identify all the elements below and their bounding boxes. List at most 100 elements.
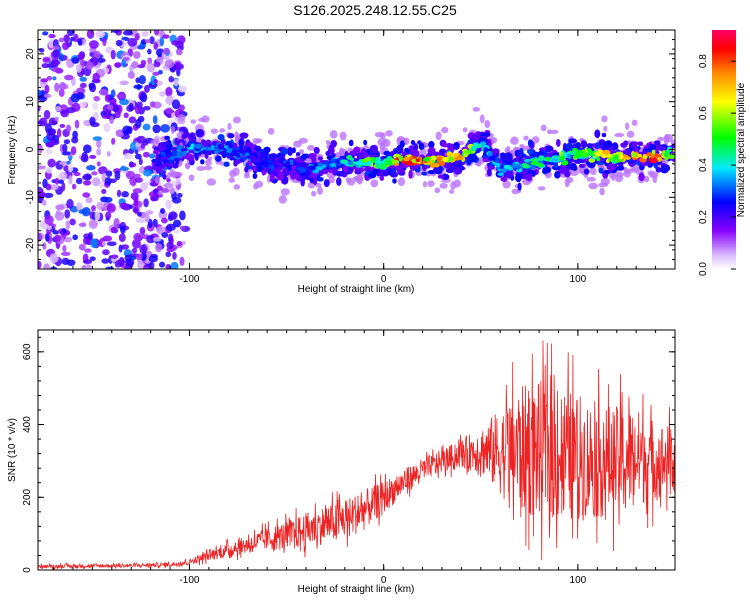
noise-blob [174, 40, 184, 49]
noise-blob [98, 166, 108, 175]
noise-blob [54, 211, 65, 221]
band-halo-blob [254, 180, 264, 188]
band-core-blob [364, 157, 372, 162]
band-core-blob [272, 159, 279, 165]
band-halo-blob [252, 138, 260, 145]
band-core-blob [631, 152, 638, 158]
noise-blob [59, 171, 68, 181]
band-core-blob [278, 164, 283, 171]
noise-blob [50, 66, 61, 73]
noise-blob [140, 143, 146, 149]
band-core-blob [382, 162, 387, 167]
noise-blob [152, 237, 162, 242]
band-core-blob [594, 151, 602, 157]
noise-blob [181, 240, 186, 245]
noise-blob [78, 243, 86, 251]
noise-blob [132, 207, 139, 213]
band-blob [437, 174, 445, 179]
noise-blob [69, 218, 76, 226]
noise-blob [162, 47, 170, 55]
band-halo-blob [547, 129, 552, 135]
noise-blob [118, 233, 126, 243]
noise-blob [144, 39, 151, 44]
noise-blob [91, 205, 96, 212]
noise-blob [136, 135, 146, 144]
band-blob [404, 147, 409, 153]
noise-blob [112, 104, 120, 113]
spectrogram-marks [38, 30, 675, 269]
band-core-blob [185, 143, 191, 148]
band-blob [460, 165, 465, 171]
band-core-blob [607, 153, 612, 158]
band-blob [152, 149, 159, 154]
band-blob [542, 166, 552, 174]
noise-blob [173, 228, 181, 234]
noise-blob [92, 102, 99, 111]
noise-blob [118, 244, 123, 253]
noise-blob [101, 240, 106, 247]
noise-blob [104, 94, 110, 103]
noise-blob [43, 93, 52, 98]
noise-blob [52, 76, 57, 81]
band-blob [238, 138, 245, 148]
noise-blob [131, 238, 141, 249]
band-core-blob [646, 152, 653, 157]
band-blob [518, 154, 523, 162]
band-core-blob [566, 153, 572, 160]
band-core-blob [497, 172, 505, 177]
band-blob [601, 132, 607, 138]
band-halo-blob [347, 147, 353, 152]
band-halo-blob [356, 176, 363, 185]
noise-blob [116, 93, 125, 99]
noise-blob [43, 109, 51, 120]
band-halo-blob [232, 167, 240, 176]
noise-blob [152, 71, 160, 76]
band-halo-blob [299, 149, 305, 155]
band-core-blob [452, 157, 457, 161]
snr-frame [37, 329, 676, 571]
noise-blob [160, 187, 170, 193]
band-halo-blob [298, 137, 308, 144]
band-halo-blob [306, 144, 315, 151]
noise-blob [94, 210, 101, 221]
band-core-blob [521, 162, 528, 169]
band-blob [439, 148, 447, 154]
band-blob [580, 140, 588, 149]
band-blob [607, 163, 615, 172]
band-blob [418, 142, 425, 150]
band-blob [194, 151, 199, 161]
noise-blob [115, 129, 125, 138]
noise-blob [76, 202, 83, 212]
noise-blob [119, 166, 130, 171]
noise-blob [119, 202, 129, 210]
band-halo-blob [657, 136, 665, 142]
noise-blob [45, 233, 50, 242]
noise-blob [76, 64, 82, 73]
band-core-blob [529, 163, 537, 170]
band-blob [162, 174, 167, 180]
band-halo-blob [479, 114, 485, 124]
colorbar: 0.0 0.2 0.4 0.6 0.8 Normalized spectral ampl… [698, 30, 747, 276]
noise-blob [179, 210, 186, 221]
noise-blob [128, 116, 137, 124]
band-halo-blob [614, 174, 624, 183]
band-halo-blob [170, 126, 175, 135]
band-halo-blob [531, 136, 540, 144]
band-blob [154, 161, 163, 167]
band-core-blob [490, 154, 496, 161]
band-blob [295, 152, 301, 157]
band-blob [335, 170, 345, 177]
band-core-blob [574, 151, 580, 158]
noise-blob [96, 201, 104, 211]
noise-blob [101, 258, 110, 264]
noise-blob [175, 61, 181, 71]
noise-blob [147, 261, 155, 269]
noise-blob [109, 115, 114, 125]
noise-blob [147, 48, 152, 55]
colorbar-gradient [712, 30, 736, 269]
noise-blob [123, 112, 129, 119]
noise-blob [146, 235, 156, 244]
band-halo-blob [382, 138, 391, 148]
noise-blob [40, 78, 49, 83]
band-core-blob [235, 152, 241, 159]
